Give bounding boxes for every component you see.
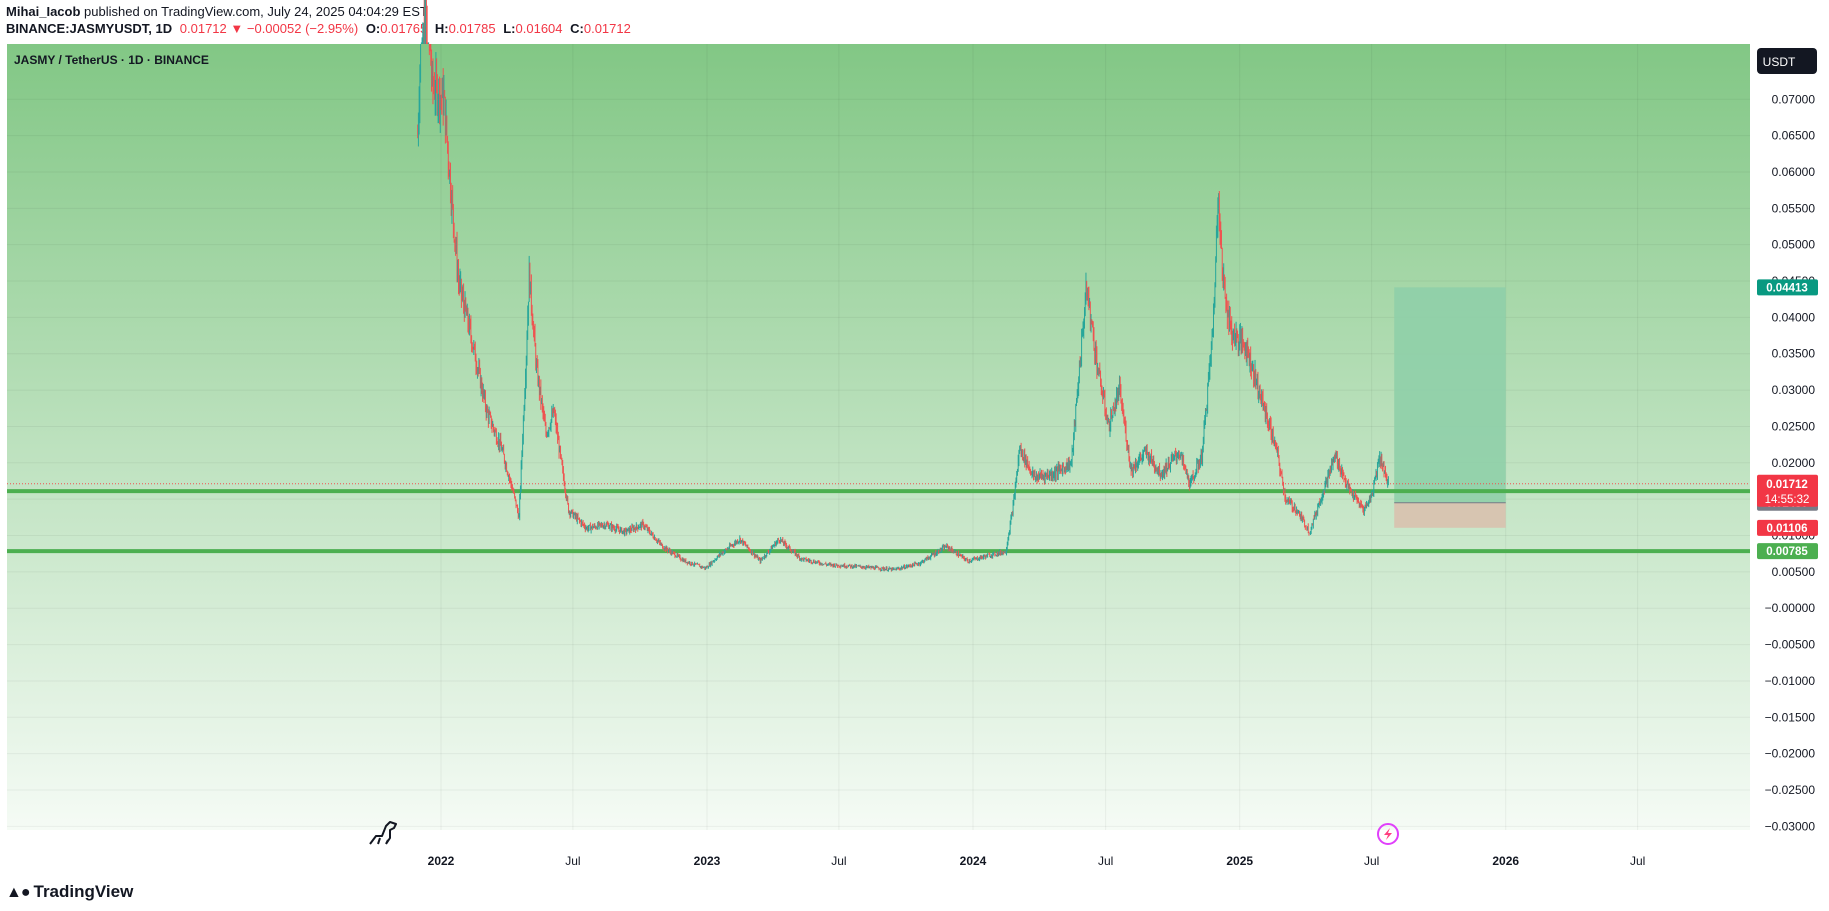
y-tick-label: −0.00500 <box>1765 638 1816 652</box>
currency-button-label: USDT <box>1763 55 1796 69</box>
low-value: 0.01604 <box>515 21 563 36</box>
y-tick-label: −0.03000 <box>1765 819 1816 833</box>
y-tick-label: 0.00500 <box>1772 565 1816 579</box>
price-tag: 0.04413 <box>1766 282 1808 294</box>
stop-zone[interactable] <box>1394 502 1506 528</box>
price-change: ▼ −0.00052 (−2.95%) <box>230 21 359 36</box>
current-price-tag-bg <box>1757 474 1818 507</box>
y-tick-label: −0.01000 <box>1765 674 1816 688</box>
lightning-circle-icon[interactable] <box>1377 823 1399 845</box>
price-axis[interactable]: 0.070000.065000.060000.055000.050000.045… <box>1765 92 1816 833</box>
y-tick-label: 0.03000 <box>1772 383 1816 397</box>
open-value: 0.01765 <box>380 21 428 36</box>
position-zones[interactable] <box>1394 287 1506 528</box>
x-tick-label: Jul <box>831 854 846 868</box>
x-tick-label: Jul <box>1098 854 1113 868</box>
x-tick-label: 2022 <box>428 854 455 868</box>
close-label: C: <box>570 21 584 36</box>
y-tick-label: −0.02000 <box>1765 747 1816 761</box>
pane-title: JASMY / TetherUS · 1D · BINANCE <box>14 53 209 67</box>
grid-lines <box>7 44 1750 830</box>
y-tick-label: 0.05500 <box>1772 201 1816 215</box>
price-tag-bg <box>1757 519 1818 536</box>
x-tick-label: 2026 <box>1492 854 1519 868</box>
publish-info: Mihai_Iacob published on TradingView.com… <box>6 4 428 20</box>
high-value: 0.01785 <box>448 21 496 36</box>
y-tick-label: −0.01500 <box>1765 710 1816 724</box>
x-tick-label: 2023 <box>694 854 721 868</box>
current-price-tag: 0.01712 <box>1766 479 1808 491</box>
price-tag-bg <box>1757 543 1818 560</box>
published-text: published on TradingView.com, July 24, 2… <box>84 4 428 19</box>
price-tag-bg <box>1757 279 1818 296</box>
support-lines[interactable] <box>7 483 1750 554</box>
high-label: H: <box>434 21 449 36</box>
y-tick-label: −0.02500 <box>1765 783 1816 797</box>
x-tick-label: Jul <box>1630 854 1645 868</box>
x-tick-label: 2024 <box>960 854 987 868</box>
author-name[interactable]: Mihai_Iacob <box>6 4 81 19</box>
last-price: 0.01712 <box>179 21 227 36</box>
y-tick-label: 0.07000 <box>1772 92 1816 106</box>
y-tick-label: 0.04000 <box>1772 310 1816 324</box>
price-tags: 0.044130.016100.014500.011060.007850.017… <box>1757 279 1818 560</box>
y-tick-label: 0.03500 <box>1772 347 1816 361</box>
ohlc-legend: BINANCE:JASMYUSDT, 1D 0.01712 ▼ −0.00052… <box>6 21 631 37</box>
tradingview-logo[interactable]: ▲● TradingView <box>6 882 133 902</box>
countdown-tag: 14:55:32 <box>1765 494 1810 506</box>
y-tick-label: 0.05000 <box>1772 238 1816 252</box>
symbol-label: BINANCE:JASMYUSDT, 1D <box>6 21 173 36</box>
target-zone[interactable] <box>1394 287 1506 503</box>
close-value: 0.01712 <box>583 21 631 36</box>
y-tick-label: 0.06000 <box>1772 165 1816 179</box>
open-label: O: <box>365 21 381 36</box>
x-tick-label: Jul <box>1364 854 1379 868</box>
dinosaur-icon <box>369 821 397 845</box>
x-tick-label: 2025 <box>1226 854 1253 868</box>
time-axis[interactable]: 2022 Jul 2023 Jul 2024 Jul 2025 Jul 2026 Jul <box>428 854 1646 868</box>
y-tick-label: 0.02500 <box>1772 419 1816 433</box>
x-tick-label: Jul <box>565 854 580 868</box>
tradingview-logo-icon: ▲● <box>6 884 30 901</box>
currency-button[interactable]: USDT <box>1757 48 1817 74</box>
y-tick-label: −0.00000 <box>1765 601 1816 615</box>
tradingview-logo-text: TradingView <box>33 882 134 901</box>
low-label: L: <box>503 21 516 36</box>
y-tick-label: 0.02000 <box>1772 456 1816 470</box>
candles <box>417 0 1389 572</box>
price-tag: 0.00785 <box>1766 546 1808 558</box>
y-tick-label: 0.06500 <box>1772 129 1816 143</box>
price-tag: 0.01106 <box>1767 523 1808 535</box>
